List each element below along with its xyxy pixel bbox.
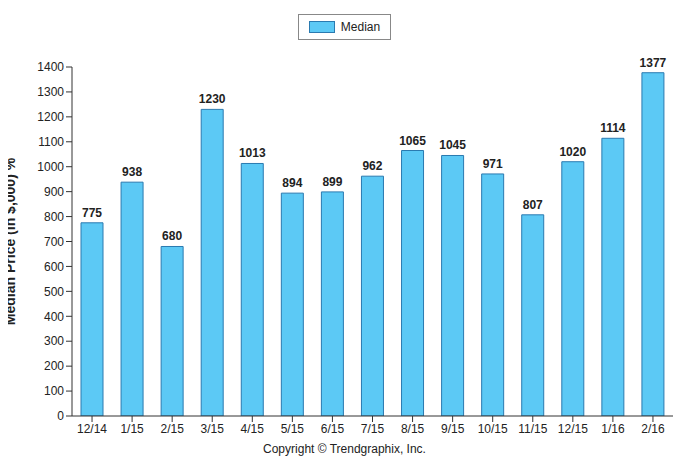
svg-text:7/15: 7/15 [361,422,385,436]
svg-text:1000: 1000 [37,160,64,174]
svg-text:11/15: 11/15 [518,422,547,436]
svg-text:807: 807 [523,198,543,212]
svg-text:3/15: 3/15 [201,422,225,436]
svg-text:1020: 1020 [559,145,586,159]
svg-text:1/16: 1/16 [601,422,625,436]
svg-text:962: 962 [362,159,382,173]
svg-text:1230: 1230 [199,92,226,106]
svg-text:700: 700 [44,235,64,249]
svg-text:300: 300 [44,334,64,348]
svg-text:1377: 1377 [640,56,667,70]
svg-text:1100: 1100 [38,135,64,149]
svg-text:800: 800 [44,210,64,224]
svg-text:1300: 1300 [37,85,64,99]
svg-text:775: 775 [82,206,102,220]
svg-text:2/15: 2/15 [160,422,184,436]
svg-text:894: 894 [282,176,302,190]
svg-text:1200: 1200 [37,110,64,124]
svg-text:680: 680 [162,229,182,243]
html-text:Copyright © Trendgraphix, Inc.: Copyright © Trendgraphix, Inc. [263,442,426,456]
svg-text:1013: 1013 [239,146,266,160]
svg-text:600: 600 [44,260,64,274]
svg-text:0: 0 [57,409,64,423]
svg-text:2/16: 2/16 [641,422,665,436]
svg-text:899: 899 [322,175,342,189]
svg-text:Median Price (in $,000) %: Median Price (in $,000) % [8,157,18,325]
svg-text:938: 938 [122,165,142,179]
svg-text:1400: 1400 [37,60,64,74]
svg-text:5/15: 5/15 [281,422,305,436]
svg-text:1/15: 1/15 [120,422,144,436]
svg-text:6/15: 6/15 [321,422,345,436]
html-text:Median: Median [340,20,381,34]
svg-text:971: 971 [483,157,503,171]
svg-text:8/15: 8/15 [401,422,425,436]
svg-text:900: 900 [44,185,64,199]
svg-text:9/15: 9/15 [441,422,465,436]
svg-text:100: 100 [44,384,64,398]
svg-text:12/14: 12/14 [77,422,107,436]
svg-text:1065: 1065 [399,134,426,148]
svg-text:4/15: 4/15 [241,422,265,436]
svg-text:12/15: 12/15 [558,422,588,436]
svg-text:400: 400 [44,310,64,324]
svg-text:10/15: 10/15 [478,422,508,436]
svg-text:200: 200 [44,359,64,373]
svg-text:1114: 1114 [600,121,626,135]
svg-text:1045: 1045 [439,138,466,152]
svg-text:500: 500 [44,285,64,299]
